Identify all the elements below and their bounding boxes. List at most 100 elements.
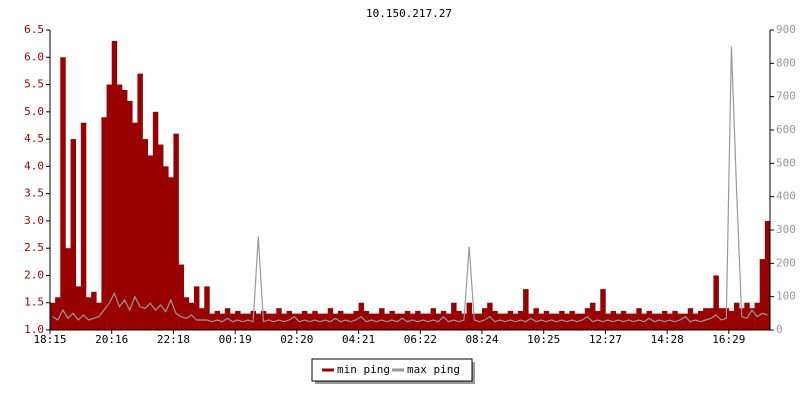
bar xyxy=(734,302,740,330)
x-tick-label: 04:21 xyxy=(342,333,375,346)
bar xyxy=(610,310,617,330)
bar xyxy=(728,310,735,330)
bar xyxy=(168,177,174,330)
bar xyxy=(420,313,426,330)
bar xyxy=(471,313,478,330)
bar xyxy=(322,313,329,330)
x-tick-label: 02:20 xyxy=(280,333,313,346)
bar xyxy=(338,310,344,330)
y-tick-label: 6.0 xyxy=(24,50,44,63)
bar xyxy=(404,310,411,330)
y2-tick-label: 0 xyxy=(776,323,783,336)
bar xyxy=(116,84,123,330)
bar xyxy=(749,308,755,330)
bar xyxy=(662,310,668,330)
bar xyxy=(137,73,143,331)
y-tick-label: 5.0 xyxy=(24,105,44,118)
bar xyxy=(682,313,689,330)
bar xyxy=(379,308,385,330)
bar xyxy=(60,57,66,330)
bar xyxy=(245,313,251,330)
y2-tick-label: 100 xyxy=(776,290,796,303)
bar xyxy=(276,308,282,330)
y2-tick-label: 800 xyxy=(776,56,796,69)
bar xyxy=(708,308,714,330)
bar xyxy=(466,302,473,330)
bar xyxy=(543,310,550,330)
bar xyxy=(677,313,683,330)
bar xyxy=(672,310,678,330)
y2-tick-label: 700 xyxy=(776,90,796,103)
y-tick-label: 3.5 xyxy=(24,187,44,200)
y2-tick-label: 900 xyxy=(776,23,796,36)
y-tick-label: 3.0 xyxy=(24,214,44,227)
bar xyxy=(75,286,82,330)
x-tick-label: 18:15 xyxy=(33,333,66,346)
bar xyxy=(713,275,719,330)
bar xyxy=(497,313,503,330)
bar xyxy=(111,40,118,331)
bar xyxy=(744,302,750,330)
bar xyxy=(579,313,586,330)
bar xyxy=(86,297,92,330)
y2-tick-label: 400 xyxy=(776,190,796,203)
legend-label: min ping xyxy=(337,363,390,376)
x-tick-label: 10:25 xyxy=(527,333,560,346)
bar xyxy=(739,308,745,330)
bar xyxy=(430,308,437,330)
y-tick-label: 4.0 xyxy=(24,159,44,172)
bar xyxy=(332,313,339,330)
chart-title: 10.150.217.27 xyxy=(366,7,452,20)
bar xyxy=(158,144,164,330)
bar xyxy=(692,313,699,330)
bar xyxy=(178,264,185,330)
bar xyxy=(142,139,149,330)
bar xyxy=(687,308,694,330)
x-tick-label: 20:16 xyxy=(95,333,128,346)
bar xyxy=(343,313,349,330)
bar xyxy=(548,313,555,330)
bar xyxy=(127,100,133,330)
bar xyxy=(368,313,375,330)
bar xyxy=(723,308,730,330)
y-tick-label: 5.5 xyxy=(24,78,44,91)
bar xyxy=(80,122,87,331)
bar xyxy=(482,308,488,330)
bar xyxy=(451,302,457,330)
bar xyxy=(703,308,709,330)
y2-tick-label: 600 xyxy=(776,123,796,136)
bar xyxy=(101,117,107,330)
x-tick-label: 06:22 xyxy=(404,333,437,346)
bar xyxy=(50,302,56,330)
bar xyxy=(590,302,596,330)
bar xyxy=(492,310,498,330)
x-tick-label: 12:27 xyxy=(589,333,622,346)
bar xyxy=(188,302,195,330)
x-tick-label: 22:18 xyxy=(157,333,190,346)
bar xyxy=(199,308,205,330)
bar xyxy=(122,90,128,330)
bar xyxy=(718,308,725,330)
bar xyxy=(456,310,462,330)
y-tick-label: 1.0 xyxy=(24,323,44,336)
x-tick-label: 08:24 xyxy=(465,333,498,346)
bar xyxy=(605,313,611,330)
legend-label: max ping xyxy=(407,363,460,376)
bar xyxy=(194,286,200,330)
bar xyxy=(656,313,663,330)
y-tick-label: 4.5 xyxy=(24,132,44,145)
bar xyxy=(152,111,159,331)
bar xyxy=(266,313,272,330)
bar xyxy=(626,313,632,330)
y2-tick-label: 500 xyxy=(776,156,796,169)
bar xyxy=(461,313,467,330)
bar xyxy=(147,155,154,330)
bar xyxy=(415,310,421,330)
bar xyxy=(183,297,190,330)
bar xyxy=(363,310,370,330)
bar xyxy=(55,297,61,330)
line xyxy=(52,46,768,323)
bar xyxy=(636,308,642,330)
y-tick-label: 1.5 xyxy=(24,296,44,309)
